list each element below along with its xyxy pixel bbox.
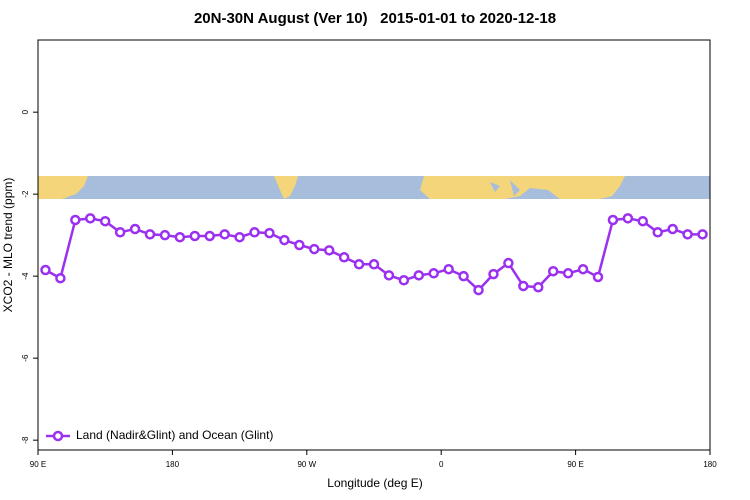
y-tick-label: -2 [21,190,30,198]
x-tick-label: 180 [166,460,180,469]
y-tick-label: 0 [21,109,30,114]
world-map-strip [38,176,710,199]
data-point [577,263,589,275]
data-point [174,231,186,243]
y-axis-label: XCO2 - MLO trend (ppm) [1,178,15,313]
data-point [383,270,395,281]
legend-label: Land (Nadir&Glint) and Ocean (Glint) [76,428,273,442]
data-point [473,284,484,296]
x-tick-label: 0 [439,460,444,469]
data-point [637,215,649,227]
data-point [234,231,245,243]
data-point [682,229,693,240]
data-point [294,239,305,251]
data-point [129,223,141,235]
data-point [159,229,171,241]
data-line [44,217,703,292]
y-tick-label: -4 [21,272,30,280]
data-point [488,268,499,280]
data-point [652,227,663,238]
data-point [114,227,126,238]
data-point [55,272,66,284]
y-tick-label: -6 [21,354,30,362]
plot-frame [37,39,711,451]
data-point [562,268,574,279]
data-point [40,264,51,276]
data-point [204,230,215,242]
legend-marker [52,430,64,442]
data-point [70,214,81,226]
data-point [607,214,619,226]
x-tick-label: 90 E [30,460,46,469]
data-point [219,229,230,240]
data-point [428,268,439,279]
data-point [667,223,678,235]
data-point [533,281,544,293]
data-point [443,263,454,275]
data-point [547,265,559,277]
x-tick-label: 90 E [567,460,583,469]
data-point [368,259,380,270]
data-point [622,213,634,224]
x-axis-label: Longitude (deg E) [327,476,422,490]
data-point [85,213,96,224]
chart-title: 20N-30N August (Ver 10) 2015-01-01 to 20… [194,10,556,27]
data-point [279,234,290,246]
x-tick-label: 90 W [297,460,316,469]
data-point [189,230,201,242]
data-point [398,275,410,286]
data-point [503,257,514,269]
data-point [249,227,260,238]
y-tick-label: -8 [21,436,30,444]
data-point [458,270,469,282]
data-point [413,270,425,281]
data-point [353,259,365,270]
data-point [338,252,350,263]
data-point [518,280,529,292]
data-point [592,271,604,283]
data-point [309,243,320,255]
data-point [697,229,708,240]
data-point [144,229,156,240]
data-point [264,227,275,239]
data-point [99,215,111,227]
x-tick-label: 180 [703,460,717,469]
data-point [323,245,335,256]
